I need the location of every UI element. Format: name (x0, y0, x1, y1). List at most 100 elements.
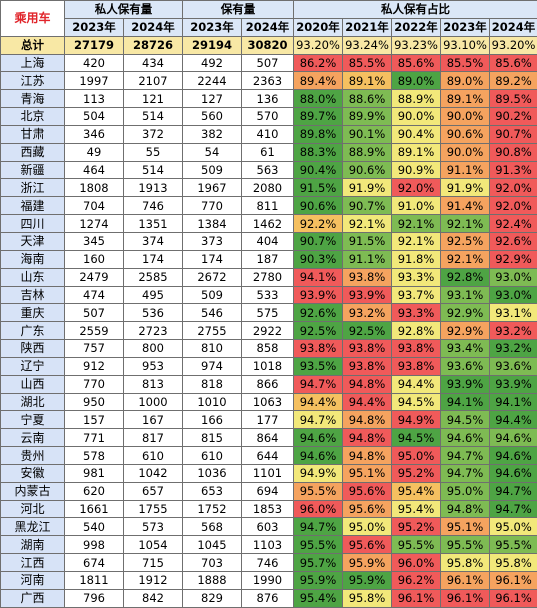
stock-value: 345 (65, 232, 124, 250)
share-pct: 95.1% (441, 518, 490, 536)
share-pct: 93.7% (392, 286, 441, 304)
stock-value: 1351 (124, 215, 183, 233)
stock-value: 55 (124, 143, 183, 161)
stock-value: 1036 (183, 464, 242, 482)
share-pct: 92.9% (441, 322, 490, 340)
share-pct: 93.0% (490, 268, 537, 286)
stock-value: 575 (242, 304, 294, 322)
stock-value: 404 (242, 232, 294, 250)
share-pct: 93.3% (392, 268, 441, 286)
stock-value: 1853 (242, 500, 294, 518)
share-pct: 89.8% (294, 125, 343, 143)
share-pct: 95.6% (343, 536, 392, 554)
stock-value: 704 (65, 197, 124, 215)
share-pct: 93.8% (392, 357, 441, 375)
province-name: 河南 (1, 572, 65, 590)
share-pct: 93.9% (490, 375, 537, 393)
stock-value: 858 (242, 340, 294, 358)
stock-value: 495 (124, 286, 183, 304)
stock-value: 346 (65, 125, 124, 143)
share-pct: 95.9% (343, 554, 392, 572)
share-pct: 90.6% (343, 161, 392, 179)
stock-value: 540 (65, 518, 124, 536)
stock-value: 113 (65, 90, 124, 108)
share-pct: 94.7% (294, 375, 343, 393)
stock-value: 1045 (183, 536, 242, 554)
stock-value: 694 (242, 482, 294, 500)
share-pct: 94.1% (441, 393, 490, 411)
stock-value: 434 (124, 54, 183, 72)
share-pct: 95.5% (490, 536, 537, 554)
share-pct: 89.1% (392, 143, 441, 161)
share-pct: 91.1% (441, 161, 490, 179)
stock-value: 866 (242, 375, 294, 393)
province-name: 山西 (1, 375, 65, 393)
share-pct: 95.9% (294, 572, 343, 590)
year-header: 2023年 (441, 18, 490, 36)
stock-value: 746 (242, 554, 294, 572)
share-pct: 90.7% (490, 125, 537, 143)
header-row-1: 乘用车 私人保有量 保有量 私人保有占比 (1, 1, 537, 19)
stock-value: 2755 (183, 322, 242, 340)
province-name: 广东 (1, 322, 65, 340)
share-pct: 94.8% (343, 375, 392, 393)
share-pct: 93.8% (343, 340, 392, 358)
stock-value: 420 (65, 54, 124, 72)
province-name: 天津 (1, 232, 65, 250)
year-header: 2024年 (242, 18, 294, 36)
share-pct: 94.5% (392, 429, 441, 447)
stock-value: 504 (65, 108, 124, 126)
share-pct: 93.9% (441, 375, 490, 393)
stock-value: 160 (65, 250, 124, 268)
stock-value: 953 (124, 357, 183, 375)
stock-value: 813 (124, 375, 183, 393)
share-pct: 95.9% (343, 572, 392, 590)
province-name: 云南 (1, 429, 65, 447)
stock-value: 1990 (242, 572, 294, 590)
total-pct: 93.20% (490, 36, 537, 54)
share-pct: 92.5% (294, 322, 343, 340)
share-pct: 93.0% (490, 286, 537, 304)
share-pct: 94.6% (490, 429, 537, 447)
share-pct: 92.1% (392, 232, 441, 250)
share-pct: 92.0% (392, 179, 441, 197)
stock-value: 912 (65, 357, 124, 375)
share-pct: 94.1% (490, 393, 537, 411)
stock-value: 167 (124, 411, 183, 429)
total-value: 27179 (65, 36, 124, 54)
stock-value: 770 (65, 375, 124, 393)
share-pct: 94.8% (343, 447, 392, 465)
stock-value: 1752 (183, 500, 242, 518)
share-pct: 92.4% (490, 215, 537, 233)
share-pct: 91.5% (343, 232, 392, 250)
stock-value: 514 (124, 108, 183, 126)
province-name: 安徽 (1, 464, 65, 482)
stock-value: 829 (183, 589, 242, 607)
stock-value: 474 (65, 286, 124, 304)
province-name: 陕西 (1, 340, 65, 358)
stock-value: 1888 (183, 572, 242, 590)
share-pct: 90.3% (294, 250, 343, 268)
stock-value: 603 (242, 518, 294, 536)
share-pct: 94.9% (392, 411, 441, 429)
stock-value: 1967 (183, 179, 242, 197)
stock-value: 657 (124, 482, 183, 500)
share-pct: 93.9% (343, 286, 392, 304)
province-name: 湖北 (1, 393, 65, 411)
province-name: 重庆 (1, 304, 65, 322)
stock-value: 1018 (242, 357, 294, 375)
share-pct: 95.0% (441, 482, 490, 500)
stock-value: 2922 (242, 322, 294, 340)
share-pct: 94.4% (294, 393, 343, 411)
province-name: 黑龙江 (1, 518, 65, 536)
stock-value: 771 (65, 429, 124, 447)
stock-value: 157 (65, 411, 124, 429)
